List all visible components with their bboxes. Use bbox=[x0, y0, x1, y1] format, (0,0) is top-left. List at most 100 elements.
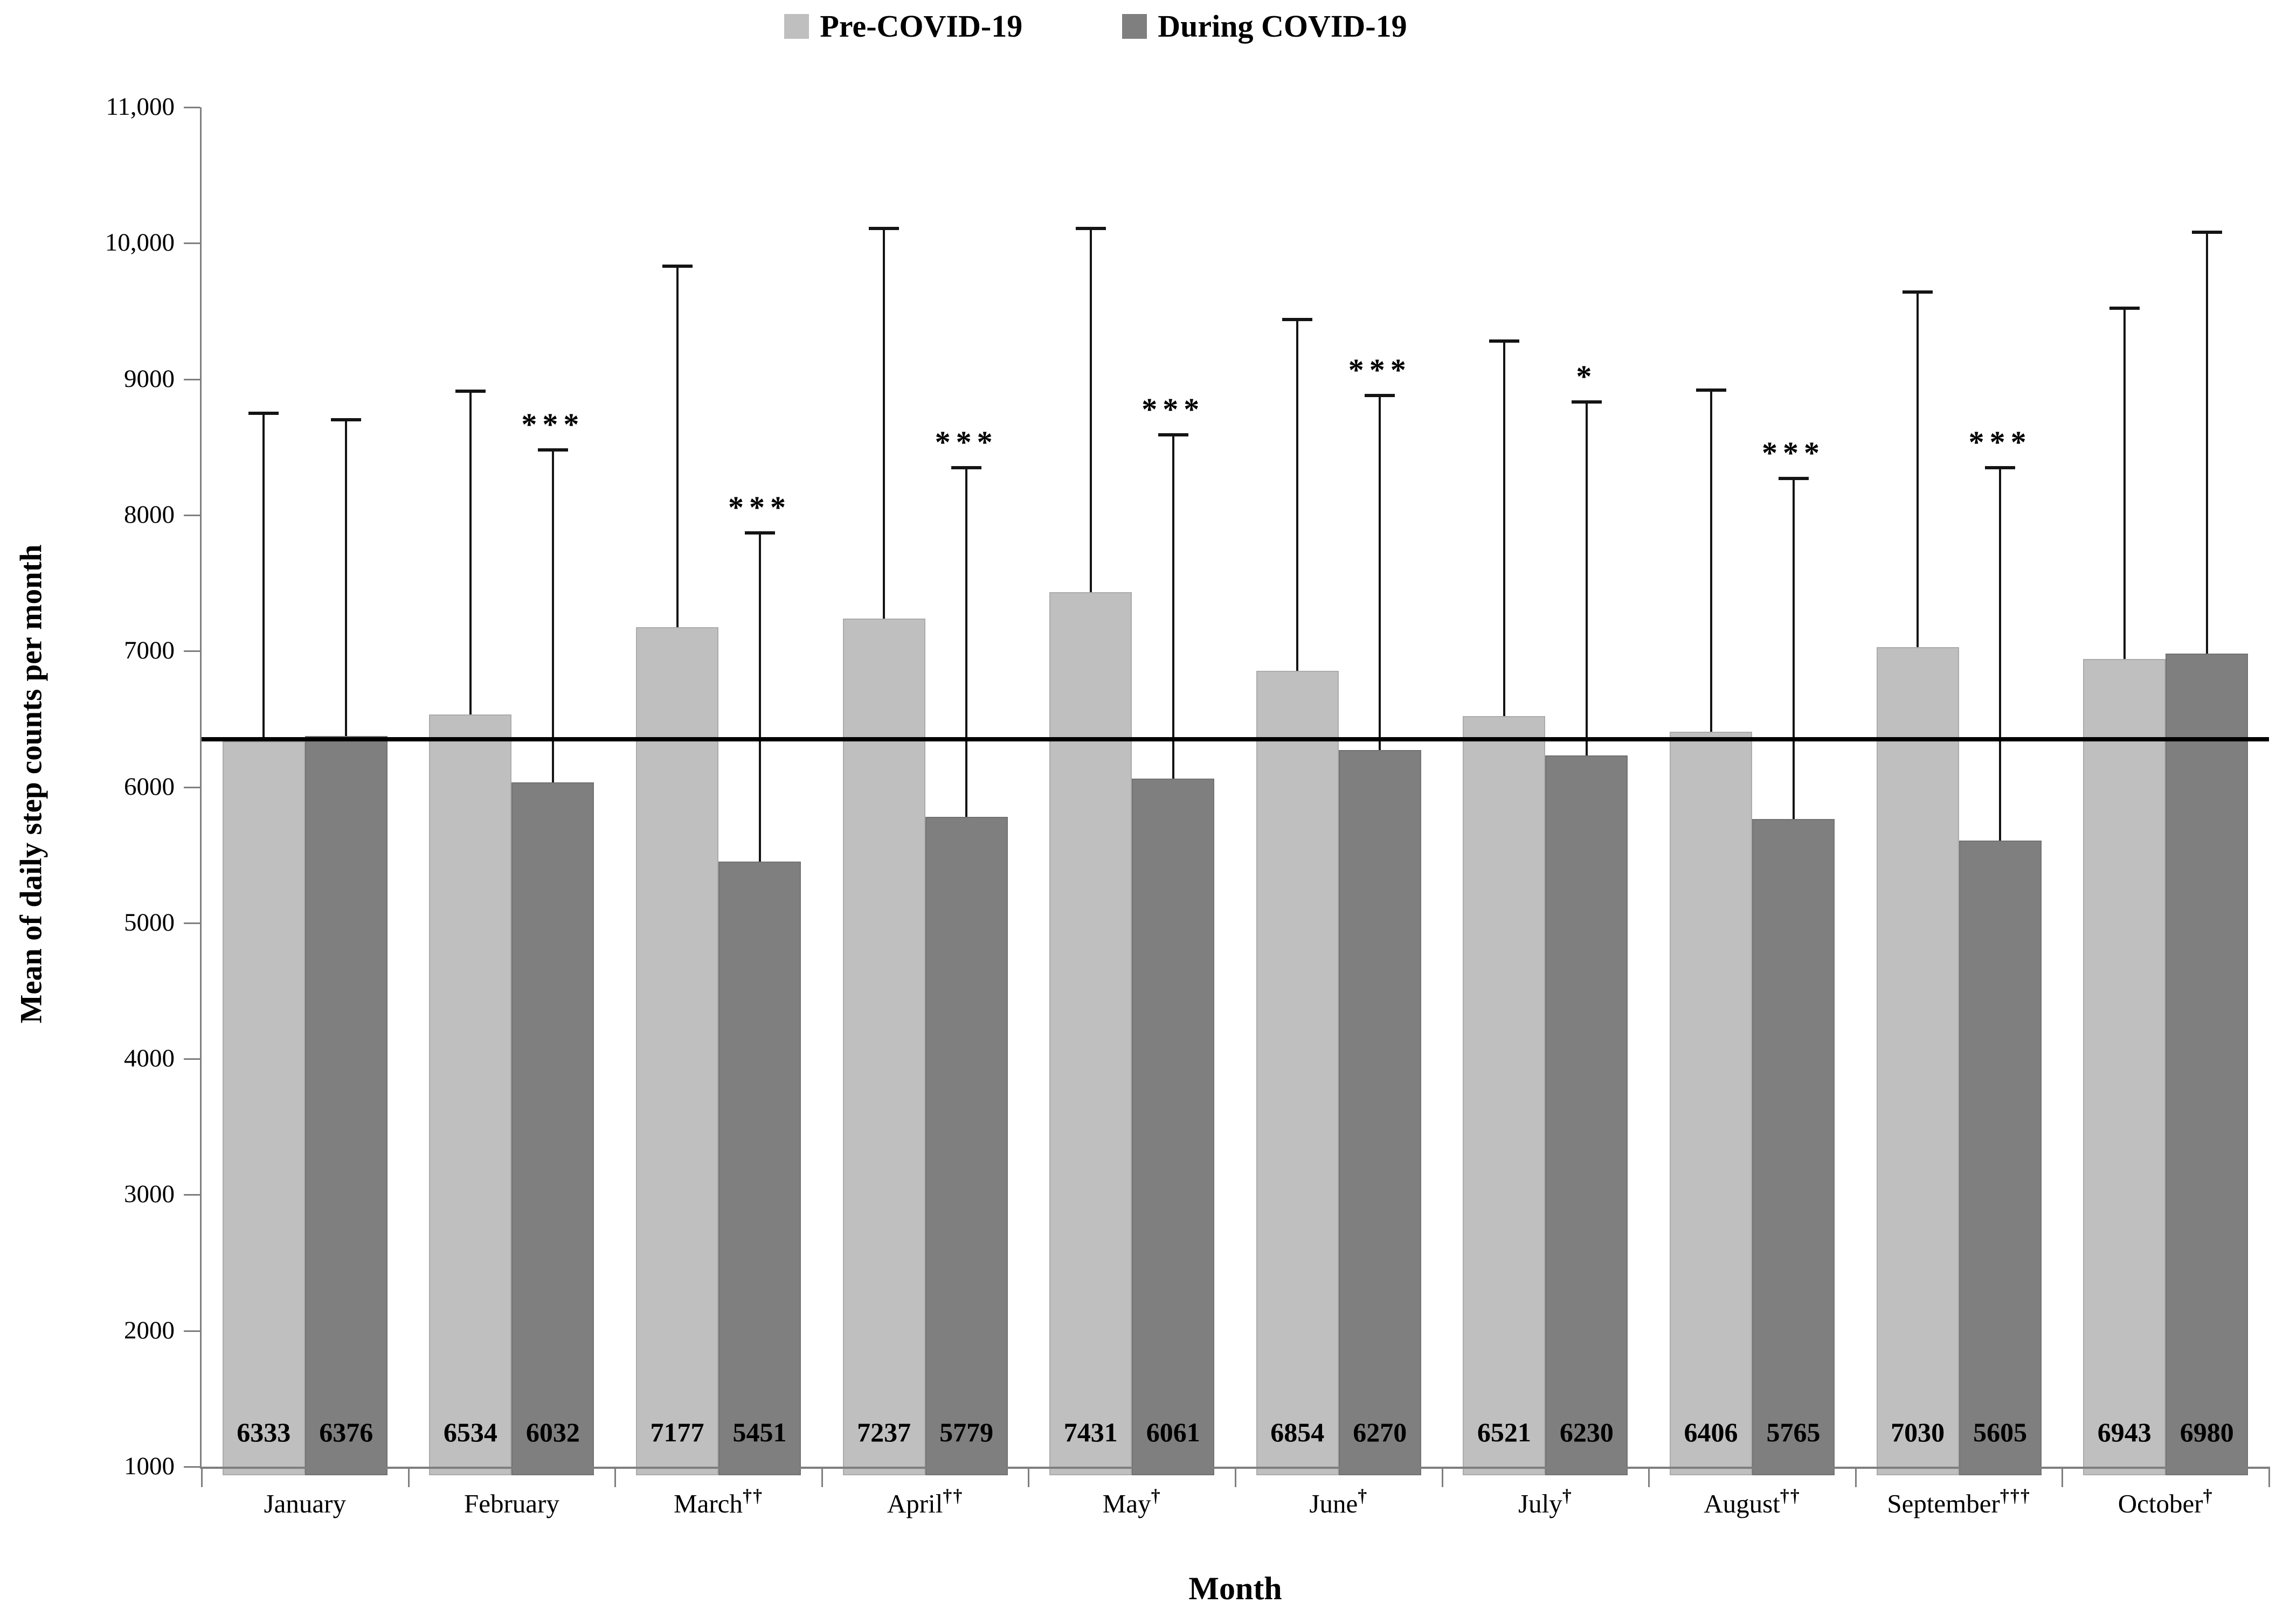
bar-value-label-during: 6270 bbox=[1353, 1417, 1407, 1447]
y-axis-tick bbox=[184, 514, 200, 516]
y-axis-tick-label: 5000 bbox=[124, 908, 175, 936]
dagger-marker: †† bbox=[742, 1486, 763, 1506]
significance-marker: *** bbox=[1968, 424, 2032, 460]
legend-label-pre-covid: Pre-COVID-19 bbox=[820, 9, 1023, 44]
error-bar-pre bbox=[1710, 390, 1712, 732]
dagger-marker: † bbox=[1151, 1486, 1161, 1506]
y-axis-tick bbox=[184, 922, 200, 924]
bar-value-label-during: 6376 bbox=[319, 1417, 373, 1447]
x-axis-tick bbox=[1441, 1467, 1443, 1487]
error-bar-pre-cap bbox=[1282, 317, 1313, 321]
error-bar-during bbox=[1379, 395, 1381, 751]
bar-value-label-during: 5779 bbox=[939, 1417, 994, 1447]
during-covid-bar bbox=[1959, 841, 2042, 1475]
bar-value-label-pre: 7431 bbox=[1063, 1417, 1118, 1447]
bar-value-label-during: 5605 bbox=[1973, 1417, 2028, 1447]
error-bar-pre-cap bbox=[2109, 307, 2140, 310]
month-label: January bbox=[264, 1489, 346, 1518]
x-axis-tick bbox=[201, 1467, 203, 1487]
bar-value-label-pre: 7237 bbox=[857, 1417, 911, 1447]
error-bar-during bbox=[2205, 232, 2208, 654]
pre-covid-bar bbox=[1049, 592, 1132, 1475]
pre-covid-bar bbox=[1876, 647, 1959, 1475]
error-bar-pre-cap bbox=[1075, 226, 1106, 230]
during-covid-bar bbox=[511, 782, 594, 1475]
y-axis-tick-label: 8000 bbox=[124, 500, 175, 529]
dagger-marker: † bbox=[2203, 1486, 2213, 1506]
during-covid-bar bbox=[718, 862, 801, 1475]
bar-value-label-during: 5765 bbox=[1766, 1417, 1821, 1447]
error-bar-pre bbox=[1089, 228, 1092, 593]
significance-marker: *** bbox=[1348, 352, 1412, 387]
month-label: July† bbox=[1518, 1486, 1573, 1518]
error-bar-during-cap bbox=[1158, 433, 1188, 437]
y-axis-tick bbox=[184, 378, 200, 380]
y-axis-tick bbox=[184, 650, 200, 653]
pre-covid-bar bbox=[1670, 732, 1752, 1475]
y-axis-tick-label: 6000 bbox=[124, 772, 175, 801]
y-axis-tick-label: 1000 bbox=[124, 1452, 175, 1480]
x-axis-tick bbox=[1235, 1467, 1236, 1487]
y-axis-tick bbox=[184, 1194, 200, 1196]
y-axis-title: Mean of daily step counts per month bbox=[14, 544, 49, 1024]
during-covid-bar bbox=[1132, 779, 1215, 1475]
error-bar-during-cap bbox=[951, 466, 982, 469]
x-axis-tick bbox=[2268, 1467, 2270, 1487]
y-axis-tick-label: 10,000 bbox=[105, 228, 175, 257]
x-axis-title: Month bbox=[1188, 1571, 1282, 1606]
x-axis-tick bbox=[1648, 1467, 1650, 1487]
during-covid-bar bbox=[2166, 654, 2249, 1475]
significance-marker: *** bbox=[1142, 392, 1205, 427]
during-covid-bar bbox=[1545, 755, 1628, 1475]
y-axis-line bbox=[200, 107, 202, 1469]
bar-value-label-pre: 6854 bbox=[1270, 1417, 1325, 1447]
month-label: September††† bbox=[1887, 1486, 2031, 1518]
bar-value-label-pre: 7030 bbox=[1891, 1417, 1945, 1447]
x-axis-tick bbox=[821, 1467, 823, 1487]
dagger-marker: † bbox=[1358, 1486, 1368, 1506]
bar-value-label-during: 6061 bbox=[1146, 1417, 1200, 1447]
pre-covid-bar bbox=[222, 741, 305, 1475]
error-bar-during-cap bbox=[1778, 476, 1809, 480]
during-covid-bar bbox=[1752, 818, 1835, 1475]
pre-covid-bar bbox=[1256, 671, 1339, 1475]
legend-label-during-covid: During COVID-19 bbox=[1158, 9, 1407, 44]
error-bar-during-cap bbox=[744, 531, 775, 535]
bar-value-label-during: 5451 bbox=[732, 1417, 787, 1447]
error-bar-pre bbox=[676, 266, 679, 627]
reference-line bbox=[202, 737, 2269, 742]
error-bar-during-cap bbox=[331, 418, 362, 422]
error-bar-pre-cap bbox=[1696, 388, 1726, 392]
pre-covid-bar bbox=[2083, 658, 2166, 1475]
error-bar-during-cap bbox=[2191, 231, 2222, 234]
bar-value-label-during: 6230 bbox=[1559, 1417, 1614, 1447]
error-bar-during bbox=[758, 532, 761, 862]
pre-covid-bar bbox=[429, 714, 512, 1475]
error-bar-pre-cap bbox=[869, 226, 900, 230]
error-bar-during-cap bbox=[1365, 393, 1395, 397]
pre-covid-bar bbox=[1463, 716, 1546, 1475]
during-covid-bar bbox=[305, 735, 388, 1475]
significance-marker: *** bbox=[1762, 435, 1825, 470]
month-label: October† bbox=[2118, 1486, 2213, 1518]
error-bar-pre-cap bbox=[248, 411, 279, 415]
bar-value-label-during: 6980 bbox=[2180, 1417, 2234, 1447]
error-bar-pre-cap bbox=[662, 265, 693, 268]
bar-value-label-during: 6032 bbox=[525, 1417, 580, 1447]
x-axis-tick bbox=[614, 1467, 617, 1487]
y-axis-tick-label: 11,000 bbox=[106, 93, 175, 121]
month-label: February bbox=[463, 1489, 559, 1518]
significance-marker: *** bbox=[935, 424, 998, 460]
error-bar-during bbox=[1999, 467, 2002, 841]
error-bar-during-cap bbox=[1571, 400, 1602, 404]
y-axis-tick bbox=[184, 786, 200, 788]
legend-item-during-covid: During COVID-19 bbox=[1122, 11, 1407, 42]
bar-value-label-pre: 6943 bbox=[2097, 1417, 2151, 1447]
bar-value-label-pre: 6406 bbox=[1684, 1417, 1738, 1447]
error-bar-pre bbox=[1503, 341, 1505, 717]
significance-marker: *** bbox=[728, 489, 791, 525]
x-axis-tick bbox=[407, 1467, 410, 1487]
error-bar-pre bbox=[469, 391, 472, 714]
error-bar-during bbox=[551, 449, 554, 783]
bar-value-label-pre: 6521 bbox=[1477, 1417, 1531, 1447]
